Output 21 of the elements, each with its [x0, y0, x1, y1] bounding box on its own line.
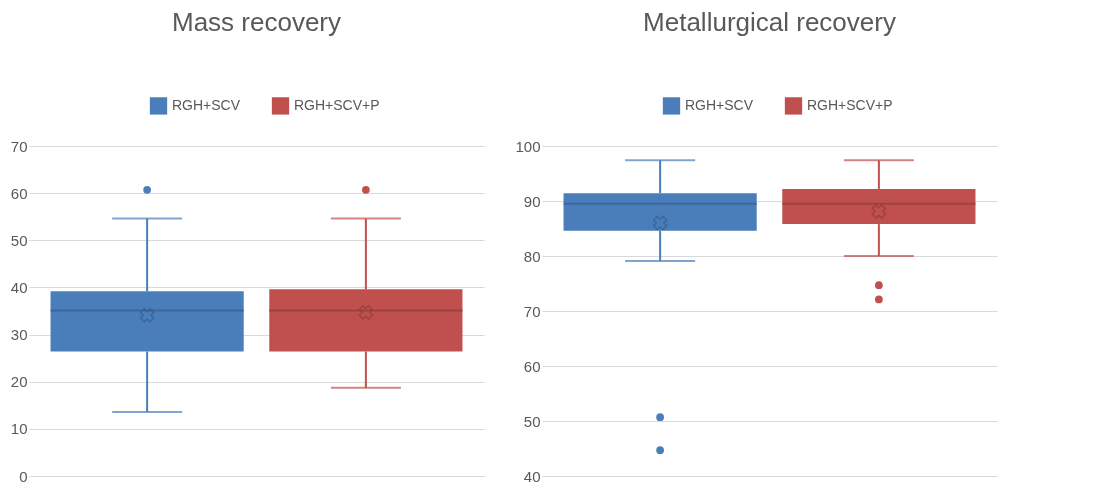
y-tick-label: 60	[523, 357, 541, 375]
y-tick-label: 30	[10, 326, 28, 344]
y-tick-label: 90	[523, 192, 541, 210]
legend-label: RGH+SCV	[172, 96, 241, 113]
y-tick-label: 40	[523, 467, 541, 485]
legend-label: RGH+SCV	[685, 96, 754, 113]
y-tick-label: 80	[523, 247, 541, 265]
chart-title: Mass recovery	[171, 7, 342, 37]
legend-label: RGH+SCV+P	[294, 96, 380, 113]
legend-label: RGH+SCV+P	[807, 96, 893, 113]
y-tick-label: 70	[523, 302, 541, 320]
y-tick-label: 10	[10, 420, 28, 438]
y-tick-label: 40	[10, 278, 28, 296]
chart-title: Metallurgical recovery	[643, 7, 896, 37]
y-tick-label: 0	[19, 467, 28, 485]
y-tick-label: 60	[10, 184, 28, 202]
y-tick-label: 20	[10, 373, 28, 391]
y-tick-label: 50	[10, 231, 28, 249]
y-tick-label: 100	[515, 137, 541, 155]
y-tick-label: 70	[10, 137, 28, 155]
y-tick-label: 50	[523, 412, 541, 430]
